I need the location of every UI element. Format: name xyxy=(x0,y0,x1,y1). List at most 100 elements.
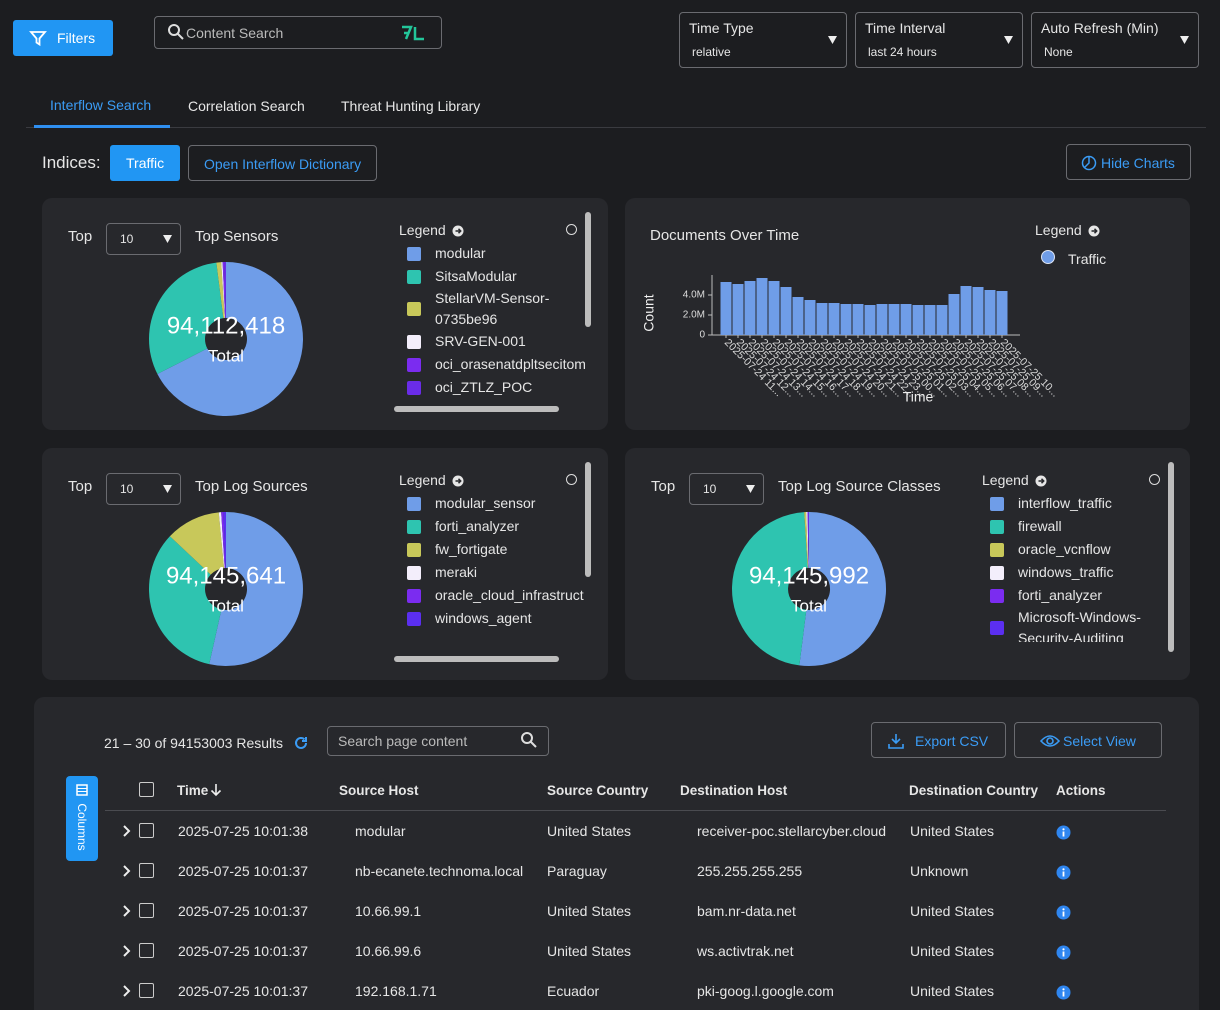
checkbox[interactable] xyxy=(139,983,154,998)
column-header[interactable]: Actions xyxy=(1056,783,1106,798)
time-type-select[interactable]: Time Type relative xyxy=(679,12,847,68)
legend-item[interactable]: meraki xyxy=(399,561,585,584)
top-select[interactable]: 10 xyxy=(106,223,181,255)
expand-chevron[interactable] xyxy=(122,825,132,837)
filters-button[interactable]: Filters xyxy=(13,20,113,56)
checkbox[interactable] xyxy=(139,903,154,918)
table-cell: receiver-poc.stellarcyber.cloud xyxy=(697,823,887,839)
filters-label: Filters xyxy=(57,30,96,46)
chart-svg: 94,112,418 Total xyxy=(148,261,303,416)
tab[interactable]: Correlation Search xyxy=(188,98,305,114)
legend-list: interflow_traffic firewall oracle_vcnflow w… xyxy=(982,492,1168,642)
column-header[interactable]: Source Host xyxy=(339,783,419,798)
expand-chevron[interactable] xyxy=(122,905,132,917)
expand-chevron[interactable] xyxy=(122,865,132,877)
info-icon[interactable] xyxy=(1056,825,1071,840)
legend-item[interactable]: windows_agent xyxy=(399,607,585,630)
legend-item[interactable]: Microsoft-Windows-Security-Auditing xyxy=(982,607,1168,642)
legend-option[interactable] xyxy=(566,474,577,485)
checkbox[interactable] xyxy=(139,863,154,878)
legend-item[interactable]: forti_analyzer xyxy=(982,584,1168,607)
table-cell: United States xyxy=(547,943,632,959)
checkbox[interactable] xyxy=(139,943,154,958)
table-cell: United States xyxy=(547,903,632,919)
legend-item[interactable]: SitsaModular xyxy=(399,265,585,288)
chevron xyxy=(163,235,172,243)
table-cell: Ecuador xyxy=(547,983,600,999)
chevron xyxy=(123,945,131,957)
legend-item[interactable]: fw_fortigate xyxy=(399,538,585,561)
legend-item[interactable]: firewall xyxy=(982,515,1168,538)
expand-chevron[interactable] xyxy=(122,985,132,997)
top-value: 10 xyxy=(703,482,717,496)
info-icon[interactable] xyxy=(1056,905,1071,920)
column-header[interactable]: Time xyxy=(177,783,209,798)
top-select[interactable]: 10 xyxy=(106,473,181,505)
tab[interactable]: Threat Hunting Library xyxy=(341,98,481,114)
bar xyxy=(912,305,924,335)
column-header[interactable]: Destination Country xyxy=(909,783,1039,798)
legend-title: Legend xyxy=(1035,222,1082,238)
checkbox[interactable] xyxy=(139,823,154,838)
chevron xyxy=(123,985,131,997)
traffic-button[interactable]: Traffic xyxy=(110,145,180,181)
table-cell: 2025-07-25 10:01:38 xyxy=(178,823,308,839)
results-summary: 21 – 30 of 94153003 Results xyxy=(104,735,284,751)
info-dot xyxy=(1062,868,1065,871)
legend-swatch xyxy=(990,621,1004,635)
legend-item[interactable]: interflow_traffic xyxy=(982,492,1168,515)
legend-swatch xyxy=(407,519,421,534)
legend-item[interactable]: modular_sensor xyxy=(399,492,585,515)
info-icon[interactable] xyxy=(1056,865,1071,880)
legend-item[interactable]: oracle_cloud_infrastruct xyxy=(399,584,585,607)
scrollbar xyxy=(1168,462,1174,652)
select-view-button[interactable]: Select View xyxy=(1014,722,1162,758)
chart-svg xyxy=(163,235,172,243)
x-axis-label: Time xyxy=(903,389,934,405)
top-select[interactable]: 10 xyxy=(689,473,764,505)
info-icon[interactable] xyxy=(1056,985,1071,1000)
bar xyxy=(828,303,840,335)
legend-item[interactable]: SRV-GEN-001 xyxy=(399,330,585,353)
pie-slice xyxy=(216,262,225,319)
chevron xyxy=(746,485,755,493)
export-button[interactable]: Export CSV xyxy=(871,722,1006,758)
time-interval-select[interactable]: Time Interval last 24 hours xyxy=(855,12,1023,68)
bar xyxy=(900,304,912,335)
hide-charts-button[interactable]: Hide Charts xyxy=(1066,144,1191,180)
legend-text[interactable]: Traffic xyxy=(1068,251,1107,267)
table-cell: United States xyxy=(547,823,632,839)
column-header[interactable]: Destination Host xyxy=(680,783,788,798)
legend-text: SRV-GEN-001 xyxy=(435,333,526,349)
chevron xyxy=(1004,36,1013,44)
dictionary-button[interactable]: Open Interflow Dictionary xyxy=(188,145,377,181)
legend-option[interactable] xyxy=(566,224,577,235)
checkbox[interactable] xyxy=(139,782,154,797)
content-search[interactable]: Content Search xyxy=(154,16,442,49)
refresh-icon[interactable] xyxy=(293,735,309,751)
pie-total: 94,145,992 xyxy=(749,562,869,589)
expand-chevron[interactable] xyxy=(122,945,132,957)
info-icon[interactable] xyxy=(1056,945,1071,960)
legend-arrow xyxy=(1038,478,1045,484)
pie-slice xyxy=(157,262,303,416)
legend-item[interactable]: oci_ZTLZ_POC xyxy=(399,376,585,399)
chart-panel: Documents Over Time Legend Traffic 0 2.0M 4.0… xyxy=(625,198,1190,430)
legend-item[interactable]: windows_traffic xyxy=(982,561,1168,584)
columns-icon xyxy=(76,784,88,796)
columns-button[interactable]: Columns xyxy=(66,776,98,861)
eye-icon xyxy=(1040,735,1060,747)
legend-swatch xyxy=(407,269,421,284)
legend-option[interactable] xyxy=(1149,474,1160,485)
tab-active[interactable]: Interflow Search xyxy=(50,97,152,113)
legend-item[interactable]: StellarVM-Sensor-0735be96 xyxy=(399,288,585,330)
page-search[interactable]: Search page content xyxy=(327,726,549,756)
legend-item[interactable]: forti_analyzer xyxy=(399,515,585,538)
select-label: Auto Refresh (Min) xyxy=(1041,20,1159,36)
legend-item[interactable]: oracle_vcnflow xyxy=(982,538,1168,561)
bar xyxy=(888,304,900,335)
auto-refresh-select[interactable]: Auto Refresh (Min) None xyxy=(1031,12,1199,68)
legend-item[interactable]: modular xyxy=(399,242,585,265)
column-header[interactable]: Source Country xyxy=(547,783,649,798)
legend-item[interactable]: oci_orasenatdpltsecitom xyxy=(399,353,585,376)
